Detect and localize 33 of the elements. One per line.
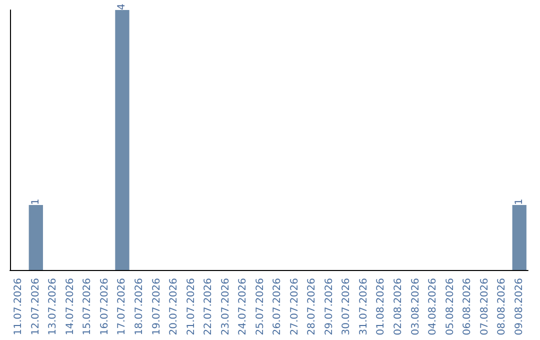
x-tick-label: 04.08.2026	[428, 278, 439, 336]
x-tick-label: 24.07.2026	[238, 278, 249, 336]
data-label: 1	[30, 198, 42, 205]
x-tick-label: 01.08.2026	[376, 278, 387, 336]
x-tick-label: 07.08.2026	[479, 278, 490, 336]
x-tick-label: 05.08.2026	[444, 278, 456, 336]
x-tick-label: 09.08.2026	[514, 278, 525, 336]
x-tick-label: 31.07.2026	[358, 278, 370, 336]
x-tick-label: 29.07.2026	[324, 278, 335, 336]
x-tick-label: 08.08.2026	[496, 278, 508, 336]
x-tick-label: 25.07.2026	[254, 278, 266, 336]
x-tick-label: 21.07.2026	[186, 278, 197, 336]
x-tick-label: 27.07.2026	[289, 278, 300, 336]
data-label: 1	[514, 198, 525, 205]
x-tick-label: 19.07.2026	[151, 278, 162, 336]
x-tick-label: 14.07.2026	[64, 278, 76, 336]
x-tick-label: 12.07.2026	[30, 278, 42, 336]
x-tick-label: 30.07.2026	[341, 278, 352, 336]
x-tick-label: 06.08.2026	[462, 278, 474, 336]
x-tick-label: 17.07.2026	[116, 278, 128, 336]
x-tick-label: 02.08.2026	[393, 278, 404, 336]
data-label: 4	[116, 4, 128, 10]
x-tick-label: 18.07.2026	[134, 278, 145, 336]
x-tick-label: 03.08.2026	[410, 278, 422, 336]
x-tick-label: 15.07.2026	[82, 278, 94, 336]
x-tick-label: 26.07.2026	[272, 278, 284, 336]
x-tick-label: 23.07.2026	[220, 278, 232, 336]
x-tick-label: 20.07.2026	[168, 278, 180, 336]
x-tick-label: 16.07.2026	[99, 278, 110, 336]
x-tick-label: 11.07.2026	[13, 278, 24, 336]
x-tick-label: 13.07.2026	[48, 278, 59, 336]
x-tick-label: 28.07.2026	[306, 278, 318, 336]
x-tick-label: 22.07.2026	[203, 278, 214, 336]
